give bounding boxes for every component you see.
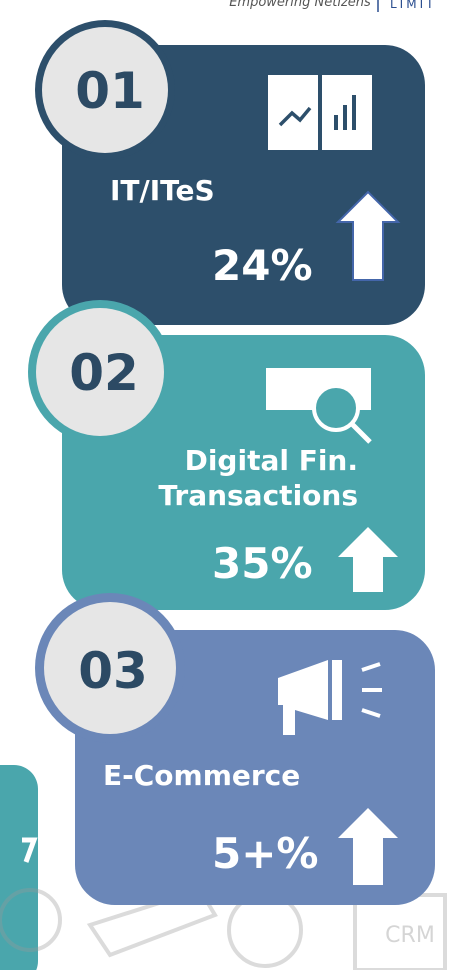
card-value: 24%: [212, 241, 313, 290]
card-label: E-Commerce: [103, 759, 300, 792]
card-number: 02: [69, 344, 139, 402]
card-number: 01: [75, 62, 145, 120]
icon-bar: [343, 105, 347, 130]
icon-bar: [352, 95, 356, 130]
card-label: Digital Fin.: [185, 444, 358, 477]
card-label: Transactions: [158, 479, 358, 512]
card-label: IT/ITeS: [110, 174, 215, 207]
icon-rim: [332, 660, 342, 720]
company: LIMIT: [390, 0, 436, 11]
infographic: Empowering Netizens LIMIT CRM 01 IT/ITeS…: [0, 0, 455, 970]
tagline: Empowering Netizens: [229, 0, 371, 10]
card-number: 03: [78, 642, 148, 700]
icon-lens: [314, 386, 358, 430]
card-value: 5+%: [212, 829, 319, 878]
crm-label: CRM: [385, 923, 435, 948]
icon-bar: [334, 115, 338, 130]
card-value: 35%: [212, 539, 313, 588]
page: {"header": {"tagline": "Empowering Netiz…: [0, 0, 455, 970]
